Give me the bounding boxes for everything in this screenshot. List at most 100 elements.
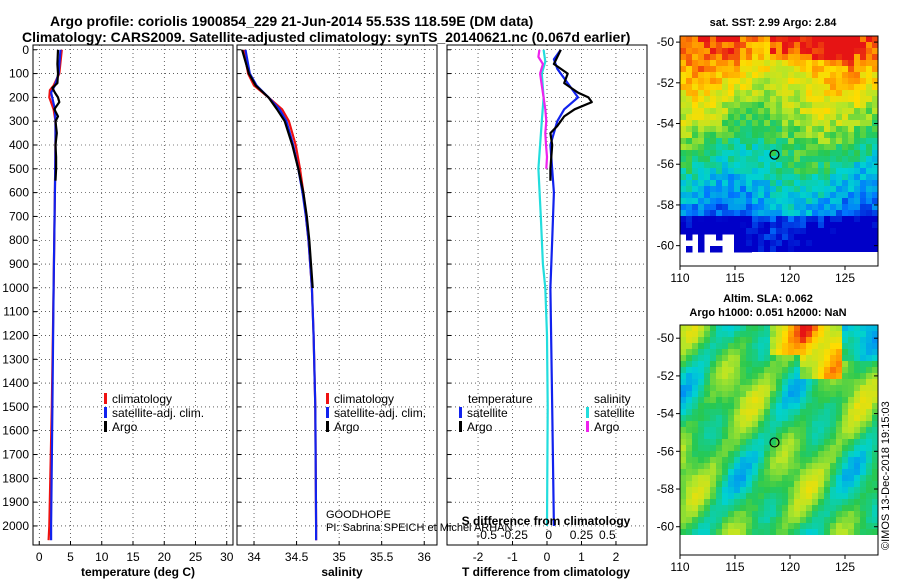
map-cell [746,529,753,536]
map-cell [770,337,777,344]
map-cell [818,397,825,404]
map-cell [812,397,819,404]
map-cell [836,60,843,67]
map-cell [860,493,867,500]
map-cell [776,337,783,344]
map-cell [806,457,813,464]
map-cell [746,397,753,404]
map-cell [758,186,765,193]
map-cell [734,234,741,241]
map-cell [728,126,735,133]
map-cell [788,102,795,109]
map-cell [728,174,735,181]
map-cell [788,90,795,97]
map-cell [746,150,753,157]
map-cell [710,547,717,554]
map-cell [854,66,861,73]
map-cell [872,433,879,440]
map-cell [836,252,843,259]
map-cell [686,84,693,91]
map-cell [722,427,729,434]
map-cell [818,186,825,193]
map-cell [842,493,849,500]
map-cell [812,42,819,49]
map-cell [776,138,783,145]
map-cell [830,252,837,259]
map-cell [698,409,705,416]
map-cell [692,325,699,332]
map-cell [734,222,741,229]
map-cell [686,523,693,530]
map-cell [812,445,819,452]
map-cell [812,156,819,163]
map-cell [710,403,717,410]
map-cell [788,132,795,139]
map-cell [794,409,801,416]
map-cell [770,240,777,247]
map-cell [788,204,795,211]
map-cell [698,325,705,332]
map-cell [680,403,687,410]
map-cell [692,78,699,85]
map-cell [860,48,867,55]
map-cell [758,258,765,265]
map-cell [836,204,843,211]
map-cell [692,397,699,404]
map-cell [686,96,693,103]
map-cell [842,361,849,368]
map-cell [818,409,825,416]
map-cell [770,252,777,259]
map-cell [728,210,735,217]
map-cell [686,445,693,452]
map-cell [860,240,867,247]
map-cell [782,463,789,470]
map-cell [680,355,687,362]
secondary-tick-label: 0.5 [599,528,616,542]
map-cell [842,138,849,145]
map-cell [788,60,795,67]
map-cell [758,451,765,458]
map-cell [860,180,867,187]
map-cell [704,541,711,548]
map-cell [836,481,843,488]
map-cell [812,90,819,97]
sla-map: 110 115 120 125-50-52-54-56-58-60 [657,324,879,574]
map-cell [710,385,717,392]
map-cell [812,529,819,536]
map-cell [824,150,831,157]
map-cell [782,228,789,235]
map-cell [728,331,735,338]
map-cell [818,517,825,524]
map-cell [848,523,855,530]
map-cell [842,379,849,386]
map-cell [716,234,723,241]
legend-label-satellite-adj: satellite-adj. clim. [112,406,204,420]
map-cell [788,186,795,193]
map-cell [836,198,843,205]
series-line-argo [241,49,314,288]
map-cell [860,96,867,103]
map-cell [806,541,813,548]
map-cell [836,415,843,422]
map-cell [770,421,777,428]
map-cell [800,48,807,55]
map-cell [716,216,723,223]
map-cell [704,469,711,476]
map-cell [686,162,693,169]
map-cell [740,186,747,193]
map-cell [776,246,783,253]
map-cell [770,541,777,548]
map-cell [860,541,867,548]
map-cell [764,228,771,235]
map-cell [872,427,879,434]
map-cell [710,487,717,494]
map-cell [686,553,693,560]
map-cell [734,499,741,506]
map-cell [764,258,771,265]
map-cell [740,427,747,434]
map-cell [776,96,783,103]
map-cell [686,463,693,470]
map-cell [848,84,855,91]
map-cell [734,469,741,476]
map-cell [788,505,795,512]
